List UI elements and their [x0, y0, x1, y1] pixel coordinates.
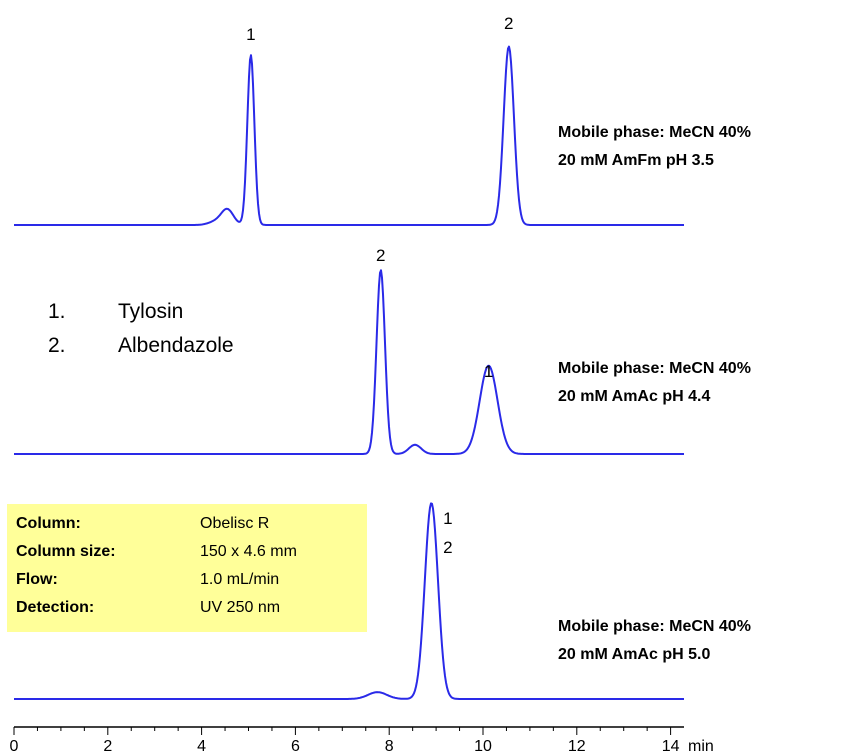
x-tick-label-10: 10: [474, 738, 492, 755]
legend-name-1: Tylosin: [118, 300, 183, 323]
chromatogram-trace-2: [14, 269, 684, 455]
x-tick-label-2: 2: [103, 738, 112, 755]
info-key-column: Column:: [16, 515, 81, 532]
peak-labels-layer: 1 2 2 1 1 2: [246, 14, 513, 557]
info-value-column: Obelisc R: [200, 515, 269, 532]
conditions-line-1-trace-3: Mobile phase: MeCN 40%: [558, 618, 751, 635]
peak-label-trace-2-2: 1: [484, 362, 493, 381]
peak-label-trace-3-2: 2: [443, 538, 452, 557]
conditions-line-1-trace-2: Mobile phase: MeCN 40%: [558, 360, 751, 377]
conditions-line-2-trace-2: 20 mM AmAc pH 4.4: [558, 388, 710, 405]
x-axis-unit-label: min: [688, 738, 714, 755]
legend-number-2: 2.: [48, 334, 66, 357]
x-tick-label-4: 4: [197, 738, 206, 755]
x-axis-ticks: 0 2 4 6 8 10 12 14: [10, 727, 680, 755]
peak-label-trace-3-1: 1: [443, 509, 452, 528]
chromatogram-trace-3: [14, 502, 684, 700]
info-value-column-size: 150 x 4.6 mm: [200, 543, 297, 560]
info-box: [7, 504, 367, 632]
info-value-flow: 1.0 mL/min: [200, 571, 279, 588]
legend-name-2: Albendazole: [118, 334, 234, 357]
peak-label-trace-1-1: 1: [246, 25, 255, 44]
legend-number-1: 1.: [48, 300, 66, 323]
x-tick-label-0: 0: [10, 738, 19, 755]
info-key-flow: Flow:: [16, 571, 58, 588]
info-value-detection: UV 250 nm: [200, 599, 280, 616]
x-tick-label-12: 12: [568, 738, 586, 755]
chromatogram-trace-1: [14, 45, 684, 226]
x-tick-label-14: 14: [662, 738, 680, 755]
peak-label-trace-1-2: 2: [504, 14, 513, 33]
conditions-line-2-trace-1: 20 mM AmFm pH 3.5: [558, 152, 714, 169]
x-tick-label-6: 6: [291, 738, 300, 755]
traces-layer: [14, 45, 684, 700]
info-key-detection: Detection:: [16, 599, 94, 616]
conditions-line-1-trace-1: Mobile phase: MeCN 40%: [558, 124, 751, 141]
conditions-line-2-trace-3: 20 mM AmAc pH 5.0: [558, 646, 710, 663]
peak-label-trace-2-1: 2: [376, 246, 385, 265]
x-tick-label-8: 8: [385, 738, 394, 755]
info-key-column-size: Column size:: [16, 543, 116, 560]
